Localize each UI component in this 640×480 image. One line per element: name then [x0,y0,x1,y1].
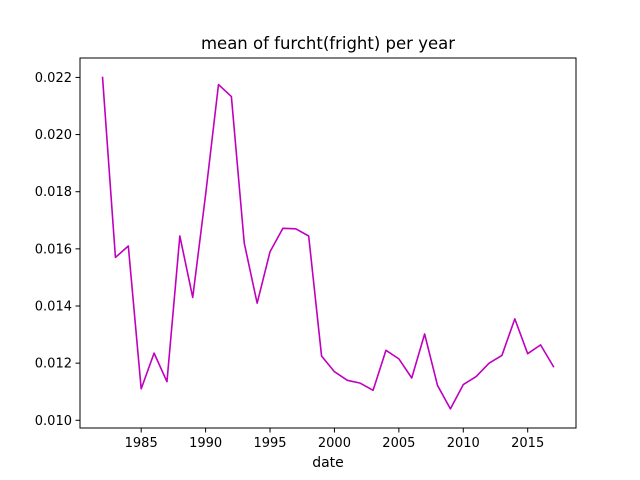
y-tick-label: 0.014 [35,300,72,315]
plot-frame [79,57,577,429]
x-tick-label: 1995 [253,436,286,451]
x-tick-label: 1990 [189,436,222,451]
y-tick-label: 0.018 [35,185,72,200]
y-tick-label: 0.012 [35,357,72,372]
x-tick-label: 2005 [382,436,415,451]
y-tick-label: 0.022 [35,71,72,86]
y-tick-label: 0.010 [35,414,72,429]
y-tick-label: 0.020 [35,128,72,143]
series-line [101,76,555,410]
x-axis-label: date [312,455,344,471]
x-tick-label: 2000 [318,436,351,451]
plot-content [101,76,555,410]
y-tick-label: 0.016 [35,242,72,257]
x-tick-label: 1985 [125,436,158,451]
x-tick-label: 2015 [511,436,544,451]
y-axis: 0.010 0.012 0.014 0.016 0.018 0.020 0.022 [35,71,80,429]
x-axis: 1985 1990 1995 2000 2005 2010 2015 [125,428,544,451]
x-tick-label: 2010 [447,436,480,451]
chart-title: mean of furcht(fright) per year [201,34,455,53]
